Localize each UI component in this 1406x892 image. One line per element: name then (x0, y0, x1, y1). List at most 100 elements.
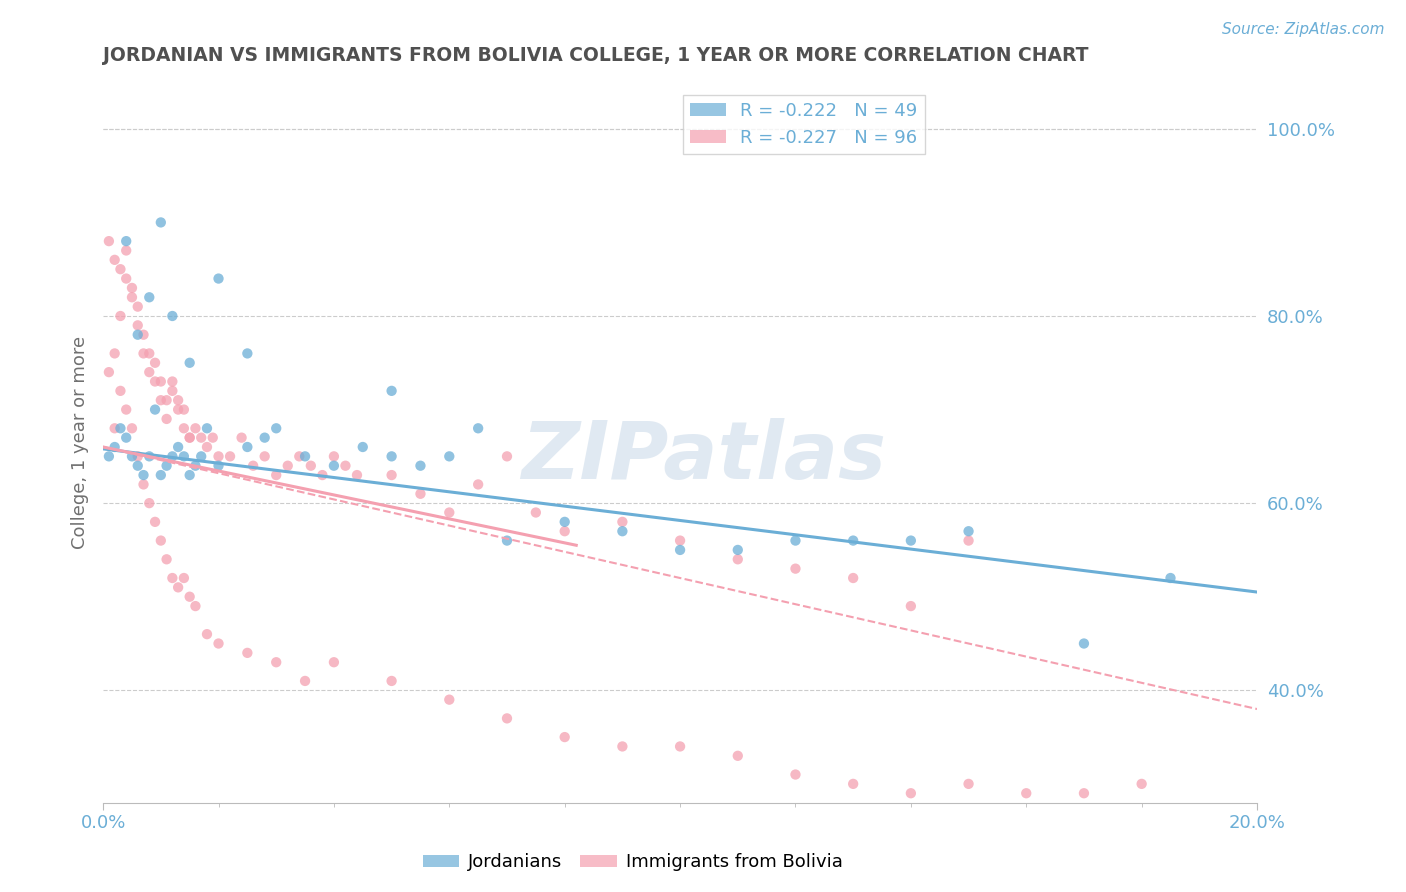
Point (173, 402, 195, 417)
Point (322, 458, 344, 473)
Point (554, 515, 576, 529)
Point (138, 365, 160, 379)
Point (612, 524, 634, 539)
Point (195, 627, 218, 641)
Point (294, 450, 316, 464)
Point (219, 450, 242, 464)
Point (179, 431, 201, 445)
Legend: Jordanians, Immigrants from Bolivia: Jordanians, Immigrants from Bolivia (416, 847, 849, 879)
Point (299, 458, 322, 473)
Point (727, 552, 749, 566)
Point (110, 421, 132, 435)
Point (842, 777, 865, 791)
Point (184, 421, 207, 435)
Point (138, 346, 160, 360)
Point (162, 450, 184, 464)
Point (97, 450, 120, 464)
Point (173, 450, 195, 464)
Point (190, 450, 212, 464)
Point (669, 739, 692, 754)
Point (322, 655, 344, 669)
Point (207, 450, 229, 464)
Point (467, 477, 489, 491)
Point (97, 365, 120, 379)
Point (524, 506, 547, 520)
Point (381, 384, 404, 398)
Point (115, 244, 138, 258)
Point (132, 346, 155, 360)
Point (162, 384, 184, 398)
Point (409, 458, 432, 473)
Point (322, 450, 344, 464)
Point (149, 468, 172, 483)
Point (132, 468, 155, 483)
Point (957, 777, 980, 791)
Point (167, 440, 190, 454)
Point (138, 496, 160, 510)
Point (132, 327, 155, 342)
Legend: R = -0.222   N = 49, R = -0.227   N = 96: R = -0.222 N = 49, R = -0.227 N = 96 (683, 95, 925, 154)
Point (612, 739, 634, 754)
Point (143, 375, 166, 389)
Point (104, 252, 127, 267)
Point (264, 468, 287, 483)
Point (900, 786, 922, 800)
Point (143, 356, 166, 370)
Point (1130, 777, 1153, 791)
Point (179, 590, 201, 604)
Point (207, 271, 229, 285)
Text: JORDANIAN VS IMMIGRANTS FROM BOLIVIA COLLEGE, 1 YEAR OR MORE CORRELATION CHART: JORDANIAN VS IMMIGRANTS FROM BOLIVIA COL… (103, 46, 1088, 65)
Point (179, 431, 201, 445)
Point (184, 458, 207, 473)
Point (439, 692, 461, 706)
Point (167, 580, 190, 594)
Point (179, 468, 201, 483)
Point (264, 655, 287, 669)
Point (294, 673, 316, 688)
Point (167, 393, 190, 408)
Point (1015, 786, 1038, 800)
Point (121, 421, 143, 435)
Point (110, 309, 132, 323)
Point (127, 450, 149, 464)
Point (242, 458, 264, 473)
Point (288, 450, 311, 464)
Point (612, 515, 634, 529)
Point (149, 393, 172, 408)
Point (409, 487, 432, 501)
Point (121, 450, 143, 464)
Point (554, 730, 576, 744)
Point (149, 533, 172, 548)
Point (957, 533, 980, 548)
Point (115, 431, 138, 445)
Point (346, 468, 368, 483)
Point (352, 440, 374, 454)
Point (496, 533, 519, 548)
Point (167, 402, 190, 417)
Point (138, 290, 160, 304)
Text: ZIPatlas: ZIPatlas (520, 417, 886, 496)
Point (207, 636, 229, 650)
Point (173, 571, 195, 585)
Point (439, 450, 461, 464)
Point (381, 450, 404, 464)
Point (121, 281, 143, 295)
Point (155, 393, 177, 408)
Point (149, 375, 172, 389)
Point (727, 543, 749, 558)
Point (104, 346, 127, 360)
Point (900, 533, 922, 548)
Point (253, 450, 276, 464)
Point (669, 543, 692, 558)
Point (727, 748, 749, 763)
Point (311, 468, 333, 483)
Point (115, 234, 138, 248)
Point (785, 533, 807, 548)
Point (496, 450, 519, 464)
Point (155, 552, 177, 566)
Text: Source: ZipAtlas.com: Source: ZipAtlas.com (1222, 22, 1385, 37)
Point (155, 412, 177, 426)
Point (785, 767, 807, 781)
Point (104, 421, 127, 435)
Point (236, 440, 259, 454)
